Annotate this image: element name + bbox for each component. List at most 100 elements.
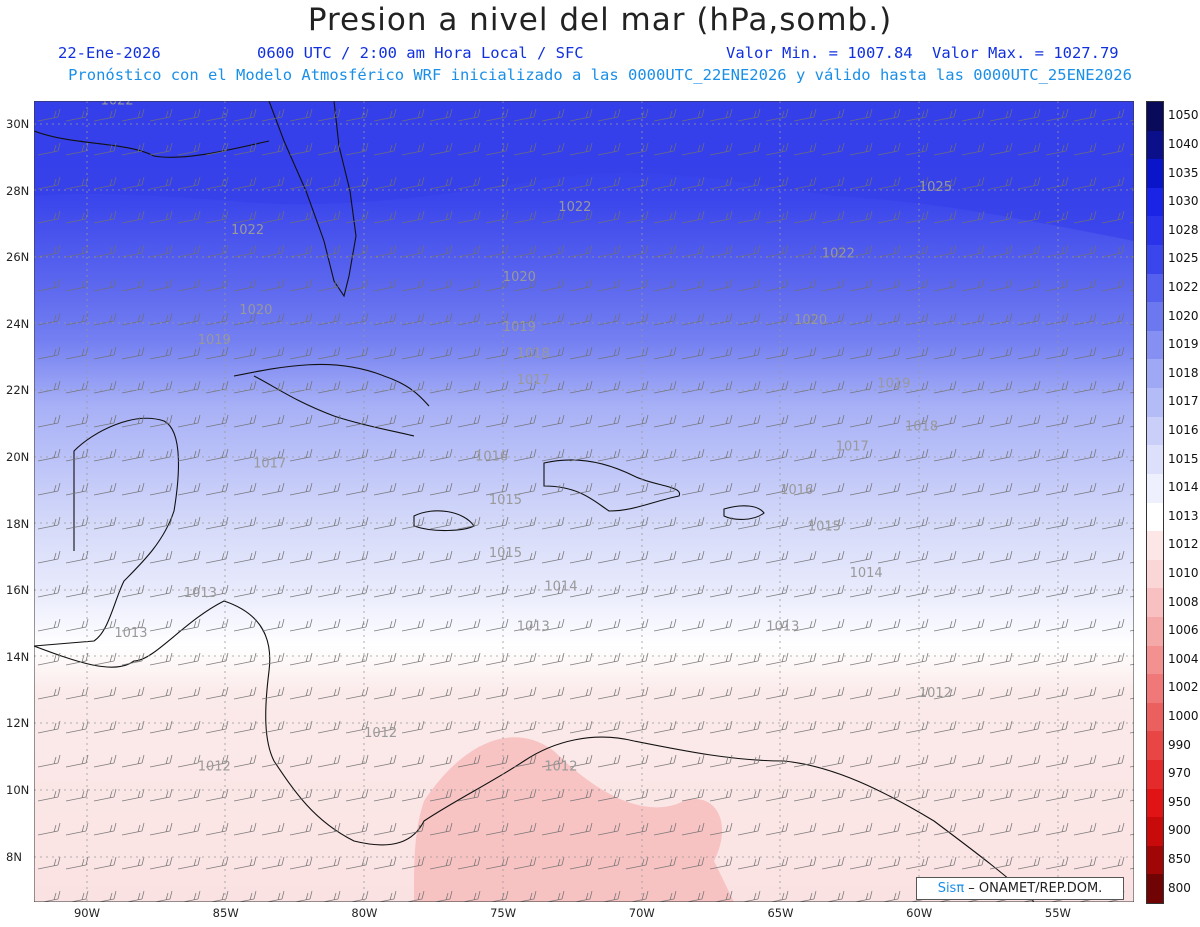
- latitude-label: 14N: [6, 649, 30, 664]
- credit-brand: Sisπ: [937, 881, 965, 896]
- colorbar-cell: [1147, 273, 1163, 303]
- colorbar-cell: [1147, 245, 1163, 275]
- contour-label: 1025: [919, 180, 952, 195]
- colorbar-label: 1018: [1168, 365, 1199, 380]
- contour-label: 1022: [101, 101, 134, 108]
- contour-label: 1014: [850, 566, 883, 581]
- colorbar-label: 1014: [1168, 480, 1199, 495]
- credit-box: Sisπ – ONAMET/REP.DOM.: [916, 877, 1124, 900]
- contour-label: 1022: [822, 247, 855, 262]
- map-title: Presion a nivel del mar (hPa,somb.): [307, 2, 893, 38]
- latitude-label: 10N: [6, 783, 30, 797]
- colorbar-label: 950: [1168, 794, 1191, 809]
- contour-label: 1012: [364, 726, 397, 741]
- latitude-label: 30N: [6, 117, 30, 131]
- latitude-label: 26N: [6, 250, 30, 265]
- model-info: Pronóstico con el Modelo Atmosférico WRF…: [68, 66, 1132, 84]
- colorbar-label: 850: [1168, 852, 1191, 867]
- contour-label: 1018: [517, 346, 550, 361]
- max-value: Valor Max. = 1027.79: [932, 44, 1119, 62]
- contour-label: 1013: [184, 586, 217, 601]
- colorbar-label: 1006: [1168, 623, 1199, 638]
- contour-label: 1017: [253, 456, 286, 471]
- colorbar-label: 1013: [1168, 508, 1199, 523]
- colorbar-label: 1002: [1168, 680, 1199, 695]
- colorbar-cell: [1147, 845, 1163, 875]
- colorbar-cell: [1147, 416, 1163, 446]
- contour-label: 1020: [239, 303, 272, 318]
- longitude-label: 55W: [1044, 906, 1071, 920]
- colorbar-cell: [1147, 473, 1163, 503]
- longitude-label: 60W: [906, 906, 933, 920]
- colorbar-cell: [1147, 531, 1163, 561]
- latitude-label: 8N: [6, 849, 22, 864]
- contour-label: 1017: [517, 373, 550, 388]
- contour-label: 1020: [503, 270, 536, 285]
- colorbar-label: 970: [1168, 766, 1191, 781]
- colorbar-label: 1035: [1168, 165, 1199, 180]
- colorbar-label: 1022: [1168, 279, 1199, 294]
- colorbar-cell: [1147, 216, 1163, 246]
- latitude-label: 18N: [6, 516, 30, 531]
- credit-text: – ONAMET/REP.DOM.: [964, 881, 1103, 896]
- colorbar-label: 1010: [1168, 566, 1199, 581]
- longitude-label: 70W: [628, 906, 655, 920]
- colorbar-cell: [1147, 187, 1163, 217]
- colorbar-cell: [1147, 645, 1163, 675]
- forecast-date: 22-Ene-2026: [58, 44, 161, 62]
- contour-label: 1013: [766, 620, 799, 635]
- colorbar-cell: [1147, 616, 1163, 647]
- longitude-label: 90W: [73, 906, 101, 920]
- latitude-label: 20N: [6, 450, 30, 464]
- latitude-label: 24N: [6, 316, 30, 331]
- colorbar-label: 1025: [1168, 251, 1199, 266]
- colorbar-cell: [1147, 731, 1163, 761]
- colorbar-label: 1000: [1168, 709, 1199, 724]
- contour-label: 1012: [198, 759, 231, 774]
- colorbar-label: 1012: [1168, 537, 1199, 552]
- contour-label: 1012: [919, 686, 952, 701]
- colorbar-label: 1028: [1168, 222, 1199, 237]
- colorbar-cell: [1147, 874, 1163, 904]
- colorbar-label: 1017: [1168, 394, 1199, 409]
- colorbar-cell: [1147, 817, 1163, 847]
- contour-label: 1015: [489, 546, 522, 561]
- latitude-label: 16N: [6, 583, 30, 598]
- colorbar-label: 1004: [1168, 651, 1199, 666]
- contour-label: 1019: [503, 320, 536, 335]
- colorbar: [1146, 101, 1164, 904]
- colorbar-cell: [1147, 759, 1163, 790]
- colorbar-label: 1019: [1168, 337, 1199, 352]
- latitude-label: 22N: [6, 383, 30, 398]
- contour-label: 1022: [231, 223, 264, 238]
- colorbar-cell: [1147, 302, 1163, 332]
- colorbar-label: 1040: [1168, 136, 1199, 151]
- colorbar-label: 1008: [1168, 594, 1199, 609]
- colorbar-cell: [1147, 330, 1163, 360]
- graticule: [34, 101, 1134, 902]
- colorbar-cell: [1147, 445, 1163, 475]
- contour-label: 1019: [877, 376, 910, 391]
- contour-label: 1015: [489, 493, 522, 508]
- contour-label: 1022: [558, 200, 591, 215]
- colorbar-cell: [1147, 102, 1163, 132]
- colorbar-cell: [1147, 788, 1163, 818]
- colorbar-label: 800: [1168, 880, 1191, 895]
- min-value: Valor Min. = 1007.84: [726, 44, 913, 62]
- colorbar-cell: [1147, 359, 1163, 389]
- longitude-label: 80W: [351, 906, 378, 920]
- colorbar-cell: [1147, 588, 1163, 618]
- contour-label: 1020: [794, 313, 827, 328]
- colorbar-label: 900: [1168, 823, 1191, 838]
- latitude-label: 28N: [6, 183, 30, 198]
- contour-label: 1013: [517, 620, 550, 635]
- longitude-label: 65W: [767, 906, 794, 920]
- longitude-label: 75W: [490, 906, 517, 920]
- contour-label: 1017: [836, 440, 869, 455]
- forecast-time: 0600 UTC / 2:00 am Hora Local / SFC: [257, 44, 584, 62]
- colorbar-cell: [1147, 388, 1163, 418]
- colorbar-cell: [1147, 702, 1163, 732]
- longitude-label: 85W: [212, 906, 239, 920]
- colorbar-cell: [1147, 674, 1163, 704]
- latitude-label: 12N: [6, 716, 30, 731]
